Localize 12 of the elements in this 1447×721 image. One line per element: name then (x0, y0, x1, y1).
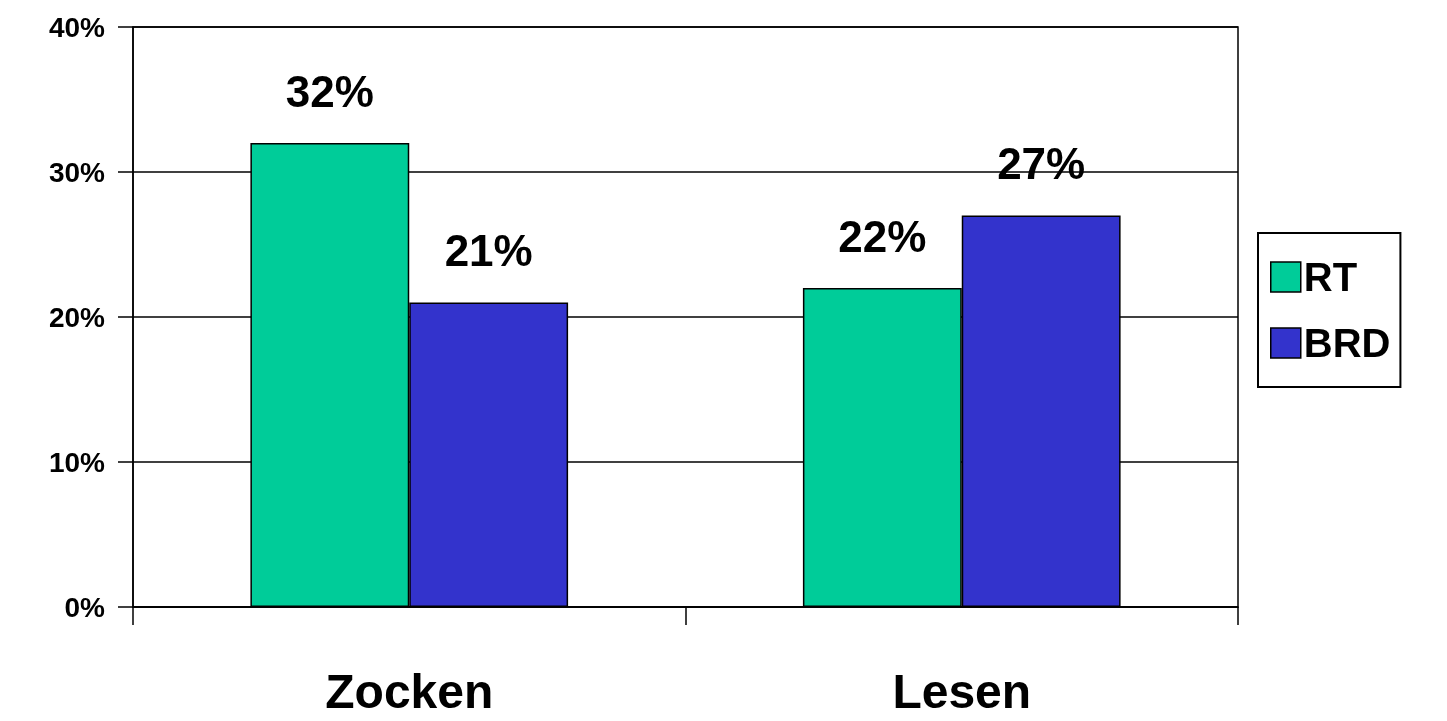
legend-label: RT (1303, 255, 1358, 299)
y-tick-label: 0% (64, 591, 106, 623)
x-tick-label: Zocken (325, 664, 494, 718)
data-label: 22% (838, 211, 927, 261)
data-label: 32% (285, 66, 374, 116)
y-tick-label: 30% (48, 156, 106, 188)
x-tick-label: Lesen (892, 664, 1032, 718)
y-tick-label: 10% (48, 446, 106, 478)
y-tick-label: 20% (48, 301, 106, 333)
data-label: 21% (444, 226, 533, 275)
y-tick-label: 40% (48, 11, 106, 43)
legend-label: BRD (1303, 321, 1391, 365)
